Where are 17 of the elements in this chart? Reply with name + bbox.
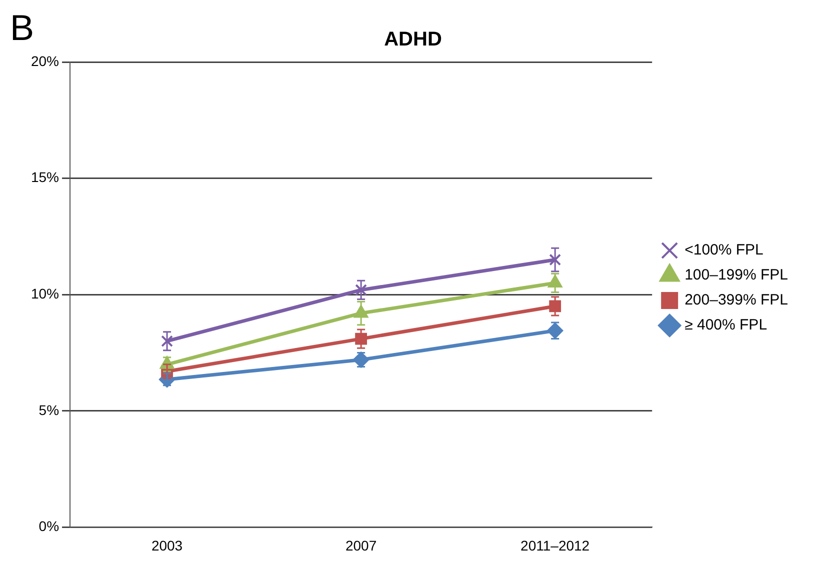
y-tick-label: 0% bbox=[38, 518, 60, 534]
y-tick-label: 10% bbox=[30, 285, 60, 302]
legend-label: 200–399% FPL bbox=[684, 292, 788, 309]
legend-label: ≥ 400% FPL bbox=[684, 316, 768, 334]
point bbox=[161, 335, 173, 348]
text: B bbox=[10, 6, 34, 48]
legend-label: 100–199% FPL bbox=[684, 266, 788, 284]
y-tick-label: 15% bbox=[30, 169, 60, 186]
x-tick-label: 2011–2012 bbox=[520, 537, 590, 554]
chart-title: ADHD bbox=[384, 28, 442, 51]
x-tick-label: 2003 bbox=[151, 537, 183, 554]
legend-label: <100% FPL bbox=[684, 242, 764, 259]
y-tick-label: 5% bbox=[38, 402, 60, 418]
point bbox=[355, 284, 368, 296]
y-tick-label: 20% bbox=[30, 52, 60, 69]
point bbox=[549, 254, 562, 266]
x-tick-label: 2007 bbox=[345, 537, 377, 554]
